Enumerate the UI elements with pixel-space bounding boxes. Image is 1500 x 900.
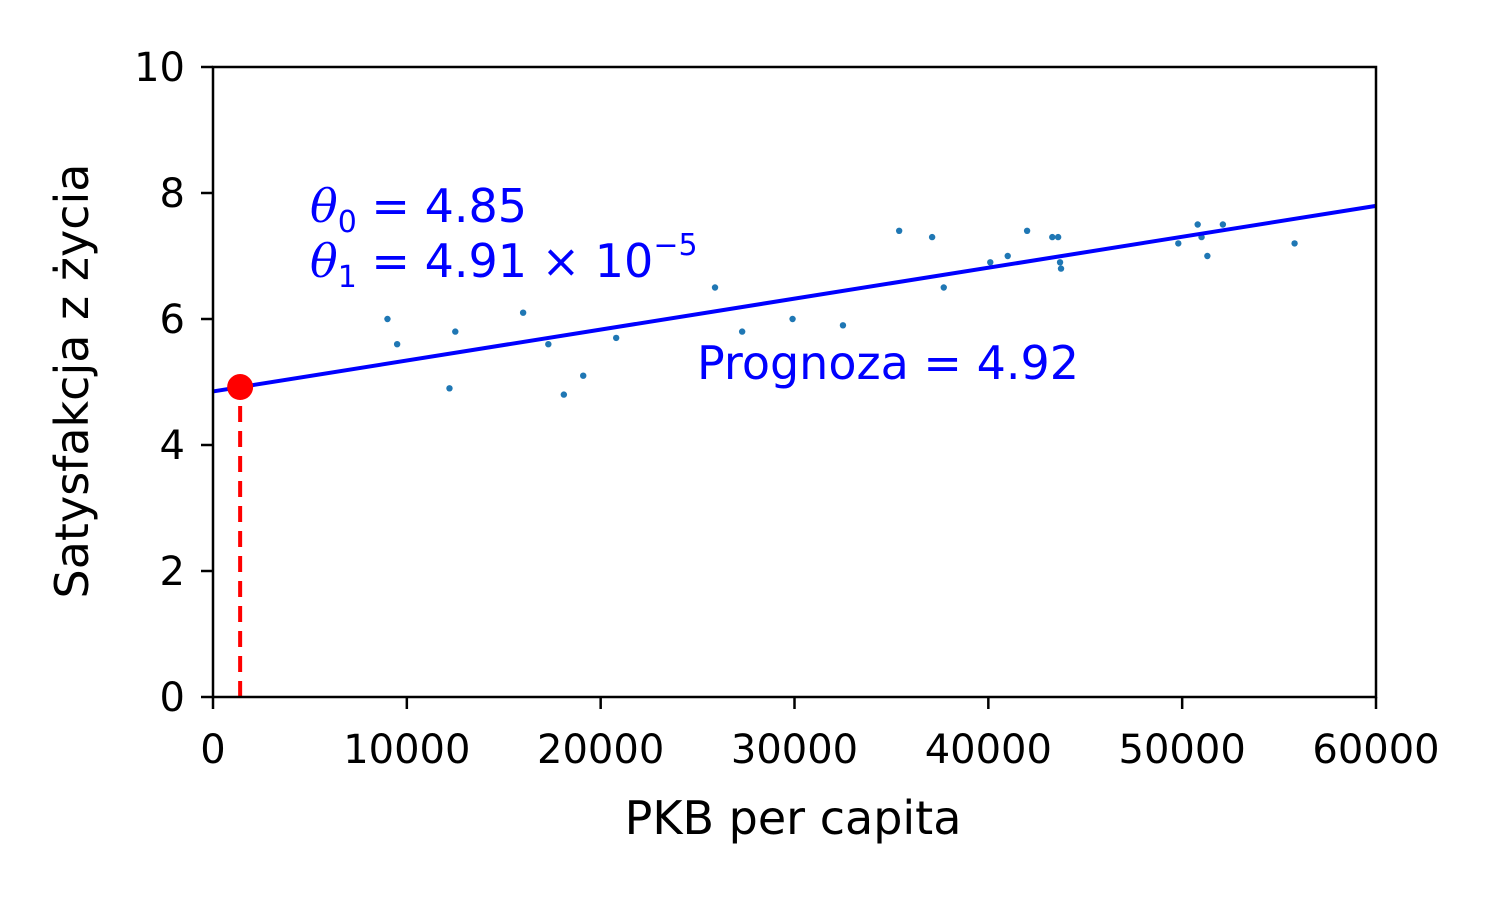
y-tick-label: 0: [160, 675, 185, 721]
x-tick-label: 20000: [537, 727, 664, 773]
data-point: [789, 315, 796, 323]
y-tick-label: 10: [134, 45, 185, 91]
data-point: [1291, 240, 1298, 247]
x-tick-label: 10000: [343, 727, 470, 773]
data-point: [580, 372, 587, 379]
data-point: [452, 328, 459, 335]
x-tick-label: 60000: [1312, 727, 1439, 773]
y-tick-label: 4: [160, 423, 185, 469]
x-axis-label: PKB per capita: [625, 791, 962, 845]
data-point: [738, 328, 746, 335]
x-tick-label: 50000: [1119, 727, 1246, 773]
x-tick-label: 30000: [731, 727, 858, 773]
theta1-symbol: θ: [310, 234, 338, 288]
x-tick-label: 0: [200, 727, 225, 773]
data-point: [1004, 252, 1011, 260]
data-point: [839, 322, 847, 329]
data-point: [895, 227, 903, 234]
x-axis-ticks: 0 10000 20000 30000 40000 50000 60000: [200, 697, 1440, 773]
y-axis-ticks: 0 2 4 6 8 10: [134, 45, 213, 721]
theta1-subscript: 1: [338, 260, 357, 295]
prediction-annotation: Prognoza = 4.92: [697, 336, 1079, 390]
y-tick-label: 2: [160, 549, 185, 595]
data-point: [1204, 252, 1211, 260]
theta1-annotation: θ1 = 4.91 × 10−5: [310, 228, 698, 295]
data-points: [384, 221, 1298, 398]
data-point: [446, 385, 453, 392]
y-tick-label: 6: [160, 297, 185, 343]
data-point: [393, 341, 401, 348]
theta1-exponent: −5: [653, 228, 697, 263]
y-tick-label: 8: [160, 171, 185, 217]
theta1-value: = 4.91 × 10: [357, 234, 654, 288]
data-point: [612, 334, 620, 342]
data-point: [1175, 240, 1182, 247]
theta0-annotation: θ0 = 4.85: [310, 179, 527, 240]
data-point: [1057, 265, 1065, 272]
data-point: [940, 284, 947, 291]
data-point: [545, 341, 552, 348]
theta0-symbol: θ: [310, 179, 338, 233]
data-point: [1219, 221, 1227, 228]
x-tick-label: 40000: [925, 727, 1052, 773]
data-point: [928, 233, 936, 241]
theta0-value: = 4.85: [357, 179, 527, 233]
fit-line: [212, 203, 1377, 394]
theta0-subscript: 0: [338, 205, 357, 240]
data-point: [519, 309, 527, 316]
data-point: [711, 284, 719, 291]
data-point: [560, 391, 568, 398]
y-axis-label: Satysfakcja z życia: [45, 164, 99, 599]
data-point: [987, 259, 994, 266]
prediction-point: [227, 374, 254, 401]
data-point: [1049, 233, 1056, 241]
data-point: [1056, 259, 1064, 266]
plot-frame: [211, 65, 1378, 699]
data-point: [1054, 233, 1062, 241]
data-point: [384, 315, 391, 323]
data-point: [1194, 221, 1201, 228]
data-point: [1023, 227, 1031, 234]
